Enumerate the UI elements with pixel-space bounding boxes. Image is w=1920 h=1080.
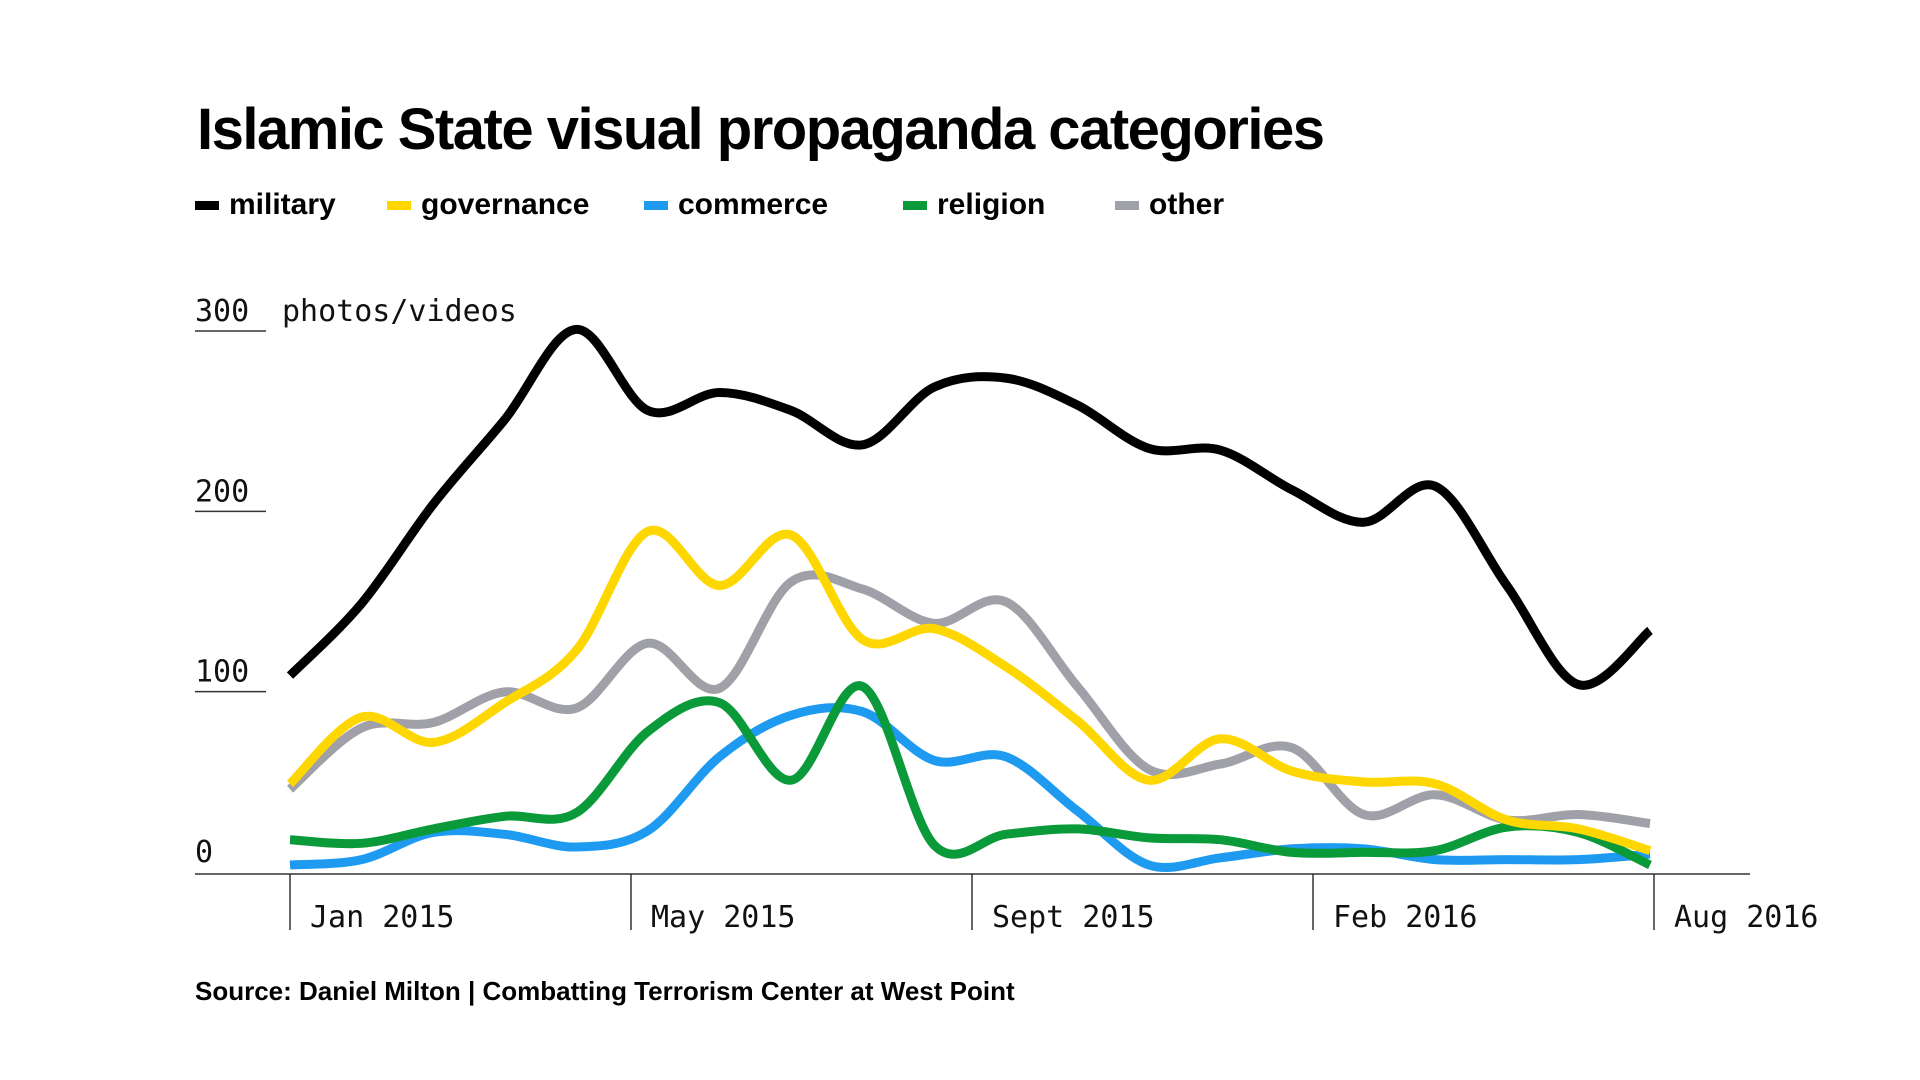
y-tick-label-200: 200	[195, 474, 249, 509]
y-tick-label-100: 100	[195, 655, 249, 690]
legend-swatch-commerce	[644, 200, 668, 210]
legend-swatch-other	[1115, 200, 1139, 210]
grid-layer	[195, 330, 266, 693]
series-line-religion	[289, 681, 1652, 870]
chart-title: Islamic State visual propaganda categori…	[197, 97, 1325, 162]
series-line-military	[286, 324, 1654, 690]
x-tick-label-1: May 2015	[651, 900, 796, 935]
legend-label-military: military	[229, 188, 336, 221]
legend-item-military: military	[195, 188, 336, 222]
y-tick-label-0: 0	[195, 835, 213, 870]
legend-item-commerce: commerce	[644, 188, 828, 222]
y-tick-label-300: 300	[195, 294, 249, 329]
legend-swatch-religion	[903, 200, 927, 210]
x-tick-label-2: Sept 2015	[992, 900, 1155, 935]
axis-layer: 0 100 200 300 photos/videos Jan 2015 May 2015 S…	[195, 294, 1819, 935]
y-axis-unit-label: photos/videos	[282, 294, 517, 329]
series-line-governance	[286, 525, 1652, 855]
legend-swatch-governance	[387, 200, 411, 210]
legend-item-religion: religion	[903, 188, 1045, 222]
series-line-commerce	[289, 703, 1651, 873]
legend-label-commerce: commerce	[678, 188, 829, 221]
legend-swatch-military	[195, 200, 219, 210]
legend-label-religion: religion	[937, 188, 1046, 221]
legend-label-other: other	[1149, 188, 1224, 221]
source-note: Source: Daniel Milton | Combatting Terro…	[195, 976, 1015, 1006]
series-layer	[286, 324, 1654, 873]
x-tick-label-0: Jan 2015	[310, 900, 455, 935]
legend-item-governance: governance	[387, 188, 589, 222]
legend-item-other: other	[1115, 188, 1224, 222]
x-tick-label-4: Aug 2016	[1674, 900, 1819, 935]
legend-label-governance: governance	[421, 188, 590, 221]
x-tick-label-3: Feb 2016	[1333, 900, 1478, 935]
